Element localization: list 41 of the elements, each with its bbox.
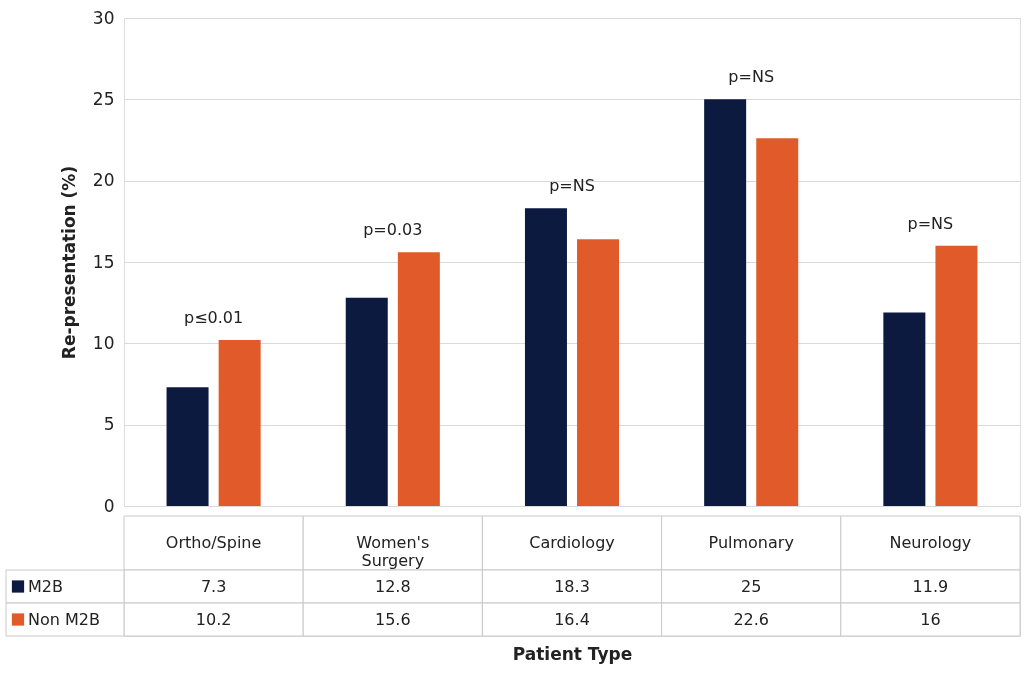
data-label: 18.3 xyxy=(554,576,590,596)
y-tick-label: 25 xyxy=(92,88,115,109)
data-label: 12.8 xyxy=(374,576,411,596)
bar xyxy=(524,208,567,506)
data-label: 16.4 xyxy=(554,609,590,629)
x-tick-label: Ortho/Spine xyxy=(165,533,262,552)
y-tick-label: 15 xyxy=(92,251,115,272)
y-tick-label: 20 xyxy=(92,170,115,191)
data-label: 7.3 xyxy=(200,576,227,596)
x-axis-title: Patient Type xyxy=(512,643,633,664)
data-label: 16 xyxy=(920,609,941,629)
x-tick-label: Women's Surgery xyxy=(356,533,430,570)
bar xyxy=(218,340,261,506)
data-label: 25 xyxy=(741,576,762,596)
bar xyxy=(166,387,209,506)
y-tick-label: 5 xyxy=(103,414,115,435)
bar xyxy=(883,312,926,506)
data-label: 11.9 xyxy=(912,576,949,596)
x-tick-label: Pulmonary xyxy=(708,533,794,552)
bar xyxy=(704,99,747,506)
data-label: 15.6 xyxy=(374,609,411,629)
legend-label: M2B xyxy=(28,576,63,596)
legend-label: Non M2B xyxy=(28,609,100,629)
data-label: 10.2 xyxy=(195,609,232,629)
y-tick-label: 10 xyxy=(92,332,115,353)
x-tick-label: Neurology xyxy=(889,533,972,552)
bar xyxy=(577,239,620,506)
y-tick-label: 30 xyxy=(92,7,115,28)
annotation: p=NS xyxy=(728,67,775,87)
y-tick-label: 0 xyxy=(103,495,115,516)
bar xyxy=(345,297,388,506)
data-label: 22.6 xyxy=(733,609,770,629)
annotation: p≤0.01 xyxy=(184,308,244,328)
annotation: p=0.03 xyxy=(363,220,423,240)
y-axis-title: Re-presentation (%) xyxy=(58,165,79,360)
annotation: p=NS xyxy=(549,176,595,196)
bar xyxy=(756,138,799,506)
bar xyxy=(397,252,440,506)
annotation: p=NS xyxy=(907,213,954,233)
bar xyxy=(935,245,978,506)
x-tick-label: Cardiology xyxy=(529,533,615,552)
